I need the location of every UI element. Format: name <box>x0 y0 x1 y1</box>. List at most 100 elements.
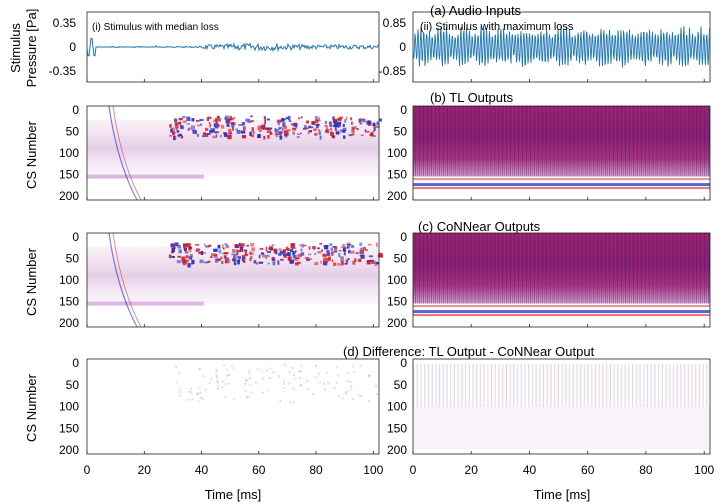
heatmap-cell <box>241 135 247 139</box>
heatmap-cell <box>318 373 321 376</box>
heatmap-stripe <box>444 106 446 177</box>
heatmap-cell <box>309 258 312 260</box>
heatmap-stripe <box>603 106 605 177</box>
heatmap-cell <box>266 129 272 134</box>
heatmap-stripe <box>662 106 664 177</box>
heatmap-cell <box>267 135 270 139</box>
heatmap-cell <box>333 262 337 266</box>
heatmap-cell <box>239 244 244 249</box>
xtick-label: 100 <box>363 463 383 477</box>
heatmap-stripe <box>545 106 547 177</box>
heatmap-cell <box>360 134 364 136</box>
heatmap-cell <box>250 134 255 138</box>
heatmap-stripe <box>442 364 444 407</box>
heatmap-cell <box>203 243 206 246</box>
heatmap-stripe <box>573 106 575 177</box>
heatmap-stripe <box>662 233 664 304</box>
heatmap-stripe <box>480 106 482 177</box>
heatmap-cell <box>343 249 347 252</box>
heatmap-stripe <box>549 106 551 177</box>
heatmap-cell <box>195 244 200 246</box>
heatmap-cell <box>351 126 355 130</box>
heatmap-cell <box>206 117 210 121</box>
heatmap-cell <box>184 247 187 252</box>
heatmap-cell <box>361 118 365 121</box>
heatmap-stripe <box>476 106 478 177</box>
xtick-label: 40 <box>523 463 537 477</box>
ytick-label: 200 <box>387 189 407 203</box>
heatmap-cell <box>175 366 178 369</box>
heatmap-stripe <box>466 233 468 304</box>
heatmap-cell <box>306 258 310 261</box>
heatmap-cell <box>185 255 190 259</box>
heatmap-stripe <box>628 233 630 304</box>
heatmap-stripe <box>550 364 552 407</box>
heatmap-band <box>413 305 710 308</box>
heatmap-stripe <box>444 233 446 304</box>
heatmap-stripe <box>597 233 599 304</box>
heatmap-stripe <box>694 233 696 304</box>
heatmap-stripe <box>565 233 567 304</box>
heatmap-stripe <box>589 106 591 177</box>
heatmap-cell <box>351 129 355 133</box>
heatmap-band <box>413 183 710 187</box>
heatmap-stripe <box>470 106 472 177</box>
heatmap-cell <box>260 369 263 372</box>
heatmap-stripe <box>687 364 689 407</box>
heatmap-stripe <box>702 364 704 407</box>
heatmap-cell <box>273 249 277 254</box>
heatmap-cell <box>337 263 341 266</box>
heatmap-stripe <box>529 233 531 304</box>
heatmap-cell <box>293 255 297 259</box>
heatmap-stripe <box>446 106 448 177</box>
heatmap-stripe <box>464 233 466 304</box>
heatmap-cell <box>292 401 295 404</box>
heatmap-stripe <box>698 364 701 407</box>
heatmap-stripe <box>624 233 627 304</box>
heatmap-cell <box>319 242 323 245</box>
heatmap-stripe <box>666 106 668 177</box>
heatmap-stripe <box>424 106 427 177</box>
heatmap-stripe <box>533 106 535 177</box>
heatmap-cell <box>305 127 310 130</box>
heatmap-stripe <box>576 364 578 407</box>
heatmap-cell <box>223 132 227 134</box>
ytick-label: -0.35 <box>49 64 77 78</box>
ytick-label: 200 <box>387 316 407 330</box>
heatmap-stripe <box>561 364 563 407</box>
heatmap-cell <box>246 396 248 399</box>
heatmap-stripe <box>458 233 460 304</box>
heatmap-cell <box>330 247 333 251</box>
heatmap-stripe <box>638 233 640 304</box>
heatmap-cell <box>225 244 229 249</box>
heatmap-stripe <box>533 233 535 304</box>
heatmap-stripe <box>706 233 708 304</box>
heatmap-stripe <box>440 233 442 304</box>
heatmap-cell <box>245 379 248 382</box>
heatmap-stripe <box>460 106 462 177</box>
heatmap-cell <box>337 395 340 398</box>
onset-curve <box>112 105 142 201</box>
heatmap-cell <box>297 261 301 264</box>
heatmap-stripe <box>436 233 438 304</box>
heatmap-stripe <box>672 364 675 407</box>
heatmap-cell <box>260 252 265 255</box>
heatmap-cell <box>368 400 371 403</box>
heatmap-stripe <box>531 364 533 407</box>
heatmap-stripe <box>432 106 434 177</box>
heatmap-stripe <box>583 106 585 177</box>
heatmap-cell <box>183 120 187 124</box>
heatmap-stripe <box>650 233 652 304</box>
heatmap-stripe <box>415 233 417 304</box>
heatmap-stripe <box>450 233 452 304</box>
heatmap-cell <box>200 396 203 399</box>
heatmap-cell <box>334 122 339 128</box>
heatmap-cell <box>215 369 218 371</box>
heatmap-cell <box>213 119 217 123</box>
heatmap-stripe <box>418 106 421 177</box>
heatmap-cell <box>294 258 299 261</box>
heatmap-field <box>87 247 379 304</box>
heatmap-stripe <box>482 233 484 304</box>
heatmap-stripe <box>432 233 434 304</box>
heatmap-cell <box>337 117 342 121</box>
